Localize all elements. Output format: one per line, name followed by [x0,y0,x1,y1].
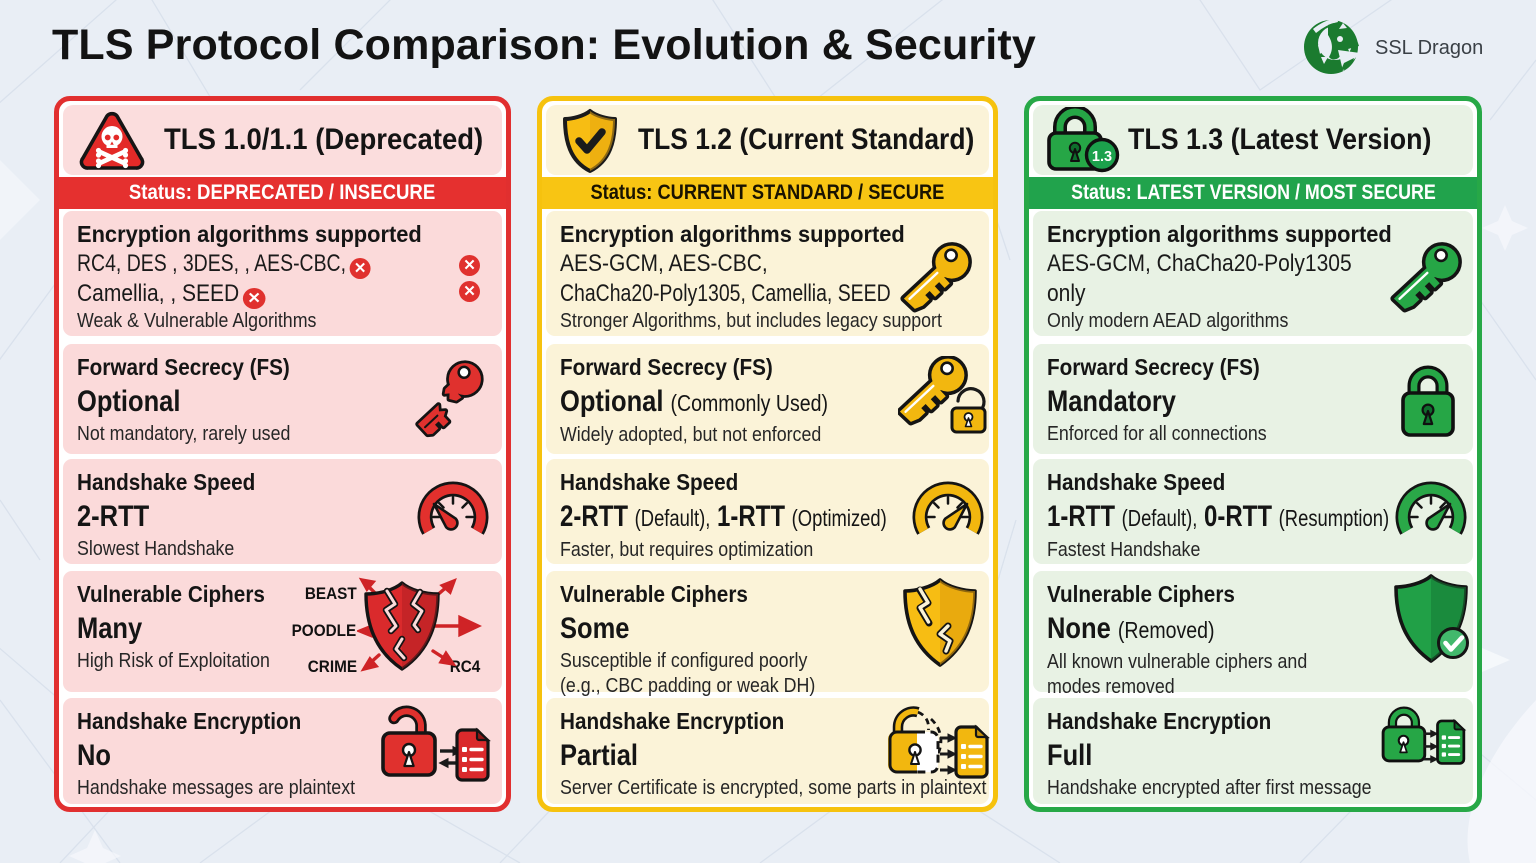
svg-text:1.3: 1.3 [1092,149,1112,165]
